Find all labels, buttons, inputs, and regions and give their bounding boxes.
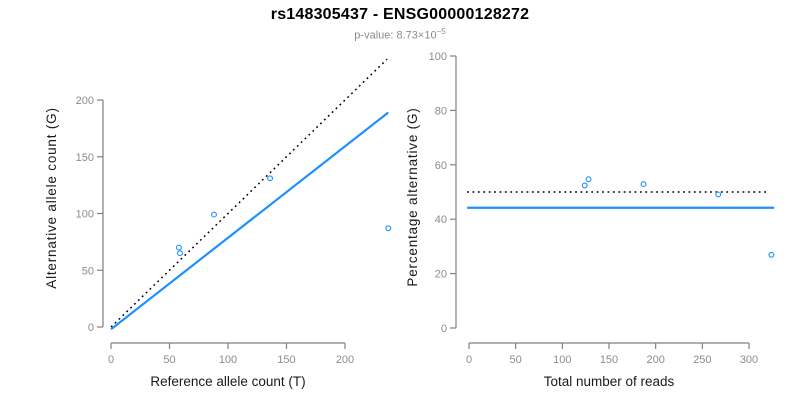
data-point (640, 181, 647, 188)
data-point (585, 176, 592, 183)
x-tick-label: 100 (219, 354, 237, 366)
y-tick-label: 100 (429, 51, 447, 63)
y-tick-label: 20 (435, 269, 447, 281)
data-point (211, 211, 217, 218)
page-title: rs148305437 - ENSG00000128272 (270, 6, 530, 23)
data-point (177, 250, 183, 257)
subtitle-exponent: −5 (436, 27, 446, 36)
y-axis-title: Percentage alternative (G) (405, 107, 420, 286)
x-tick-label: 0 (108, 354, 114, 366)
x-tick-label: 100 (553, 354, 571, 366)
data-point (768, 251, 775, 258)
y-tick-label: 0 (88, 322, 94, 334)
x-tick-label: 50 (510, 354, 522, 366)
subtitle-text: p-value: 8.73×10 (354, 29, 437, 42)
x-tick-label: 150 (277, 354, 295, 366)
fit-line (110, 111, 389, 331)
x-tick-label: 300 (740, 354, 758, 366)
page-subtitle: p-value: 8.73×10−5 (0, 27, 800, 42)
y-tick-label: 0 (441, 323, 447, 335)
y-tick-label: 40 (435, 214, 447, 226)
y-tick-label: 50 (82, 265, 94, 277)
y-tick-label: 100 (76, 209, 94, 221)
x-tick-label: 0 (466, 354, 472, 366)
data-point (267, 175, 274, 182)
x-tick-label: 150 (600, 354, 618, 366)
data-point (581, 182, 588, 189)
allele-counts-plot: 0 50 100 150 200 0 50 100 150 200 Reference allele… (44, 58, 392, 389)
x-tick-label: 250 (693, 354, 711, 366)
x-tick-label: 50 (163, 354, 175, 366)
x-tick-label: 200 (646, 354, 664, 366)
x-axis-title: Total number of reads (544, 374, 675, 389)
data-point (715, 191, 722, 198)
y-axis-title: Alternative allele count (G) (44, 107, 59, 288)
y-tick-label: 60 (435, 160, 447, 172)
y-tick-label: 150 (76, 152, 94, 164)
data-point (385, 225, 392, 232)
y-tick-label: 80 (435, 105, 447, 117)
data-point (175, 244, 182, 251)
x-axis-title: Reference allele count (T) (150, 374, 305, 389)
identity-line (110, 58, 388, 328)
percentage-reads-plot: 0 50 100 150 200 250 300 0 20 40 60 80 100 Total numb… (405, 51, 775, 389)
y-tick-label: 200 (76, 95, 94, 107)
x-tick-label: 200 (336, 354, 354, 366)
